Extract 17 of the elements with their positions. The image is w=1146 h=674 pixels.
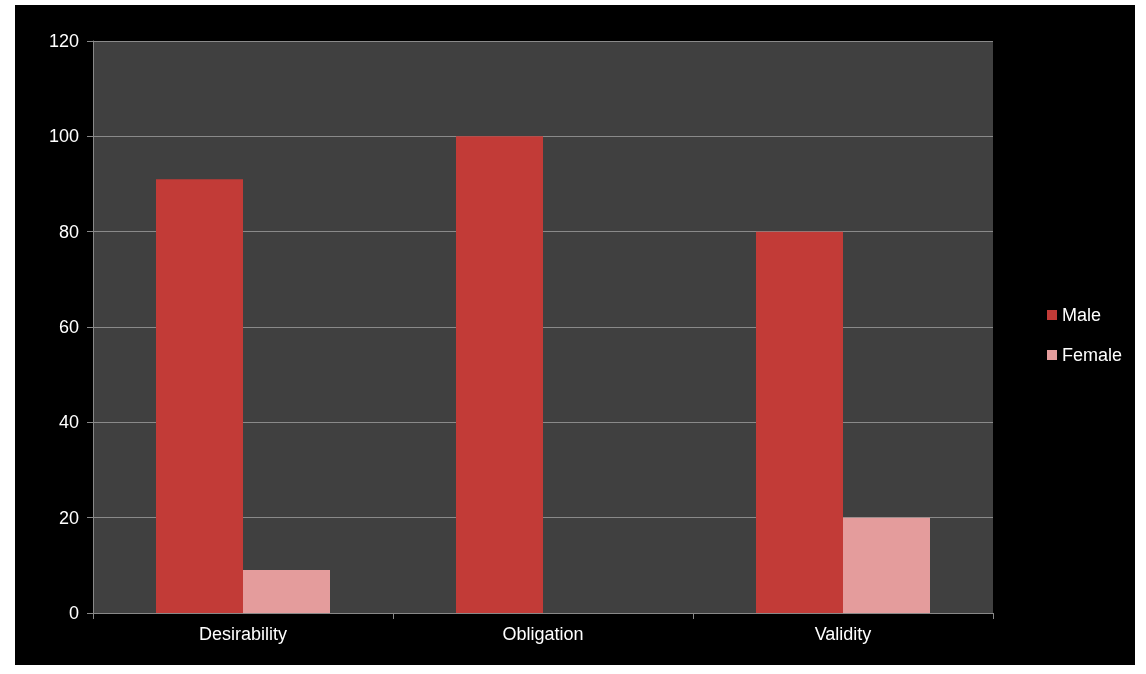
- x-tick-label: Obligation: [502, 624, 584, 644]
- y-tick-label: 60: [58, 317, 79, 337]
- legend-label: Male: [1061, 305, 1101, 325]
- y-tick-label: 100: [48, 126, 79, 147]
- y-tick-label: 120: [48, 31, 79, 51]
- bar: [156, 179, 243, 613]
- bar: [843, 517, 930, 613]
- y-tick-label: 0: [68, 603, 79, 623]
- y-tick-label: 20: [58, 507, 79, 528]
- bar: [456, 136, 543, 613]
- y-tick-label: 80: [58, 221, 79, 242]
- x-tick-label: Validity: [814, 624, 872, 644]
- x-tick-label: Desirability: [198, 624, 288, 644]
- bar: [243, 570, 330, 613]
- legend-label: Female: [1061, 345, 1123, 365]
- y-tick-label: 40: [58, 412, 79, 433]
- bar: [756, 231, 843, 613]
